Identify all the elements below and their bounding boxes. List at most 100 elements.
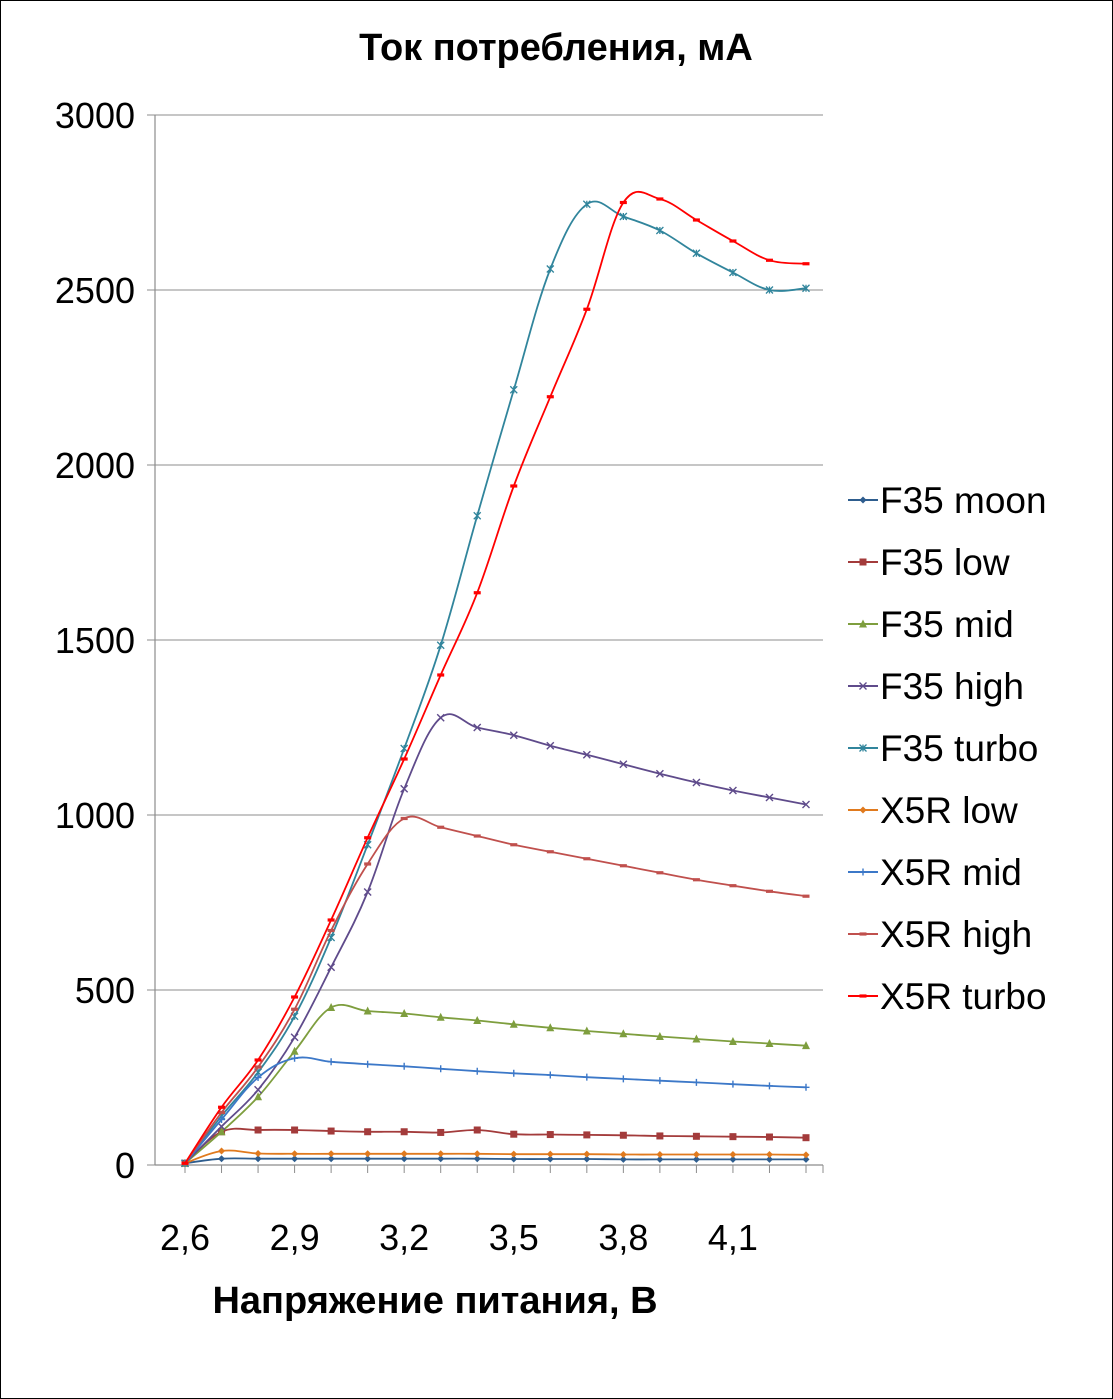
data-point-x5r-turbo (364, 836, 372, 840)
data-point-x5r-mid (583, 1073, 591, 1081)
data-point-x5r-low (583, 1150, 591, 1158)
series-x5r-low (181, 1147, 810, 1167)
series-f35-moon (181, 1155, 810, 1167)
data-point-x5r-turbo (181, 1161, 189, 1165)
legend-item-f35-low: F35 low (848, 542, 1010, 583)
legend-marker-f35-low (859, 558, 867, 566)
data-point-f35-high (217, 1122, 226, 1131)
series-f35-low (181, 1126, 810, 1167)
legend-marker-f35-turbo (859, 744, 867, 752)
legend-label-x5r-high: X5R high (880, 914, 1032, 955)
data-point-x5r-mid (473, 1067, 481, 1075)
data-point-f35-low (400, 1128, 408, 1136)
data-point-f35-mid (327, 1003, 336, 1011)
data-point-f35-moon (692, 1155, 700, 1163)
grid-lines (155, 114, 823, 991)
data-point-x5r-low (473, 1150, 481, 1158)
y-tick-label: 1500 (55, 620, 135, 661)
x-axis-title: Напряжение питания, В (212, 1280, 657, 1322)
legend-label-f35-turbo: F35 turbo (880, 728, 1038, 769)
data-point-x5r-mid (619, 1075, 627, 1083)
data-point-f35-moon (619, 1155, 627, 1163)
legend-label-f35-moon: F35 moon (880, 480, 1047, 521)
legend-label-x5r-low: X5R low (880, 790, 1018, 831)
data-point-x5r-turbo (510, 484, 518, 488)
y-tick-label: 1000 (55, 795, 135, 836)
legend-label-f35-low: F35 low (880, 542, 1010, 583)
data-point-x5r-high (583, 857, 591, 861)
x-tick-label: 4,1 (708, 1217, 758, 1258)
data-point-f35-mid (436, 1012, 445, 1021)
data-point-f35-mid (363, 1006, 372, 1015)
data-point-f35-high (254, 1085, 263, 1094)
data-point-f35-mid (802, 1041, 810, 1050)
data-point-f35-turbo (765, 286, 774, 294)
data-point-x5r-high (254, 1065, 262, 1069)
data-point-x5r-mid (656, 1077, 664, 1085)
legend-marker-x5r-high (859, 932, 867, 936)
data-point-x5r-low (802, 1151, 810, 1159)
data-point-f35-mid (765, 1039, 774, 1048)
data-point-f35-moon (802, 1155, 810, 1163)
data-point-f35-high (619, 760, 628, 769)
data-point-x5r-low (729, 1151, 737, 1158)
data-point-x5r-high (546, 850, 554, 854)
data-point-x5r-turbo (802, 262, 810, 266)
data-point-x5r-turbo (218, 1105, 226, 1109)
legend-label-x5r-turbo: X5R turbo (880, 976, 1047, 1017)
series-line-x5r-low (184, 1149, 807, 1165)
data-point-x5r-turbo (619, 200, 627, 205)
legend-marker-x5r-turbo (859, 994, 867, 998)
data-point-f35-low (802, 1134, 810, 1142)
data-point-f35-moon (583, 1155, 591, 1163)
legend-item-f35-high: F35 high (848, 666, 1024, 707)
data-point-f35-low (692, 1132, 700, 1140)
data-point-f35-low (254, 1126, 262, 1134)
data-point-f35-low (437, 1128, 445, 1136)
data-point-f35-high (546, 741, 555, 750)
data-point-x5r-low (619, 1151, 627, 1158)
data-point-f35-high (436, 713, 445, 722)
data-point-f35-low (765, 1133, 773, 1141)
series-line-f35-moon (184, 1157, 806, 1165)
series-f35-mid (181, 1003, 810, 1167)
data-point-f35-turbo (400, 744, 409, 753)
data-point-f35-mid (619, 1029, 628, 1038)
series-line-x5r-turbo (184, 190, 807, 1164)
data-point-x5r-low (692, 1151, 700, 1158)
data-point-x5r-turbo (473, 591, 481, 595)
data-point-f35-mid (728, 1036, 737, 1045)
data-point-f35-low (656, 1132, 664, 1140)
data-point-f35-low (473, 1126, 481, 1134)
data-point-x5r-high (364, 862, 372, 866)
data-point-f35-moon (364, 1155, 372, 1163)
data-point-x5r-turbo (656, 197, 664, 201)
data-point-f35-turbo (473, 511, 482, 520)
data-point-f35-turbo (619, 212, 628, 221)
data-point-f35-low (619, 1131, 627, 1139)
data-point-x5r-mid (218, 1116, 226, 1123)
data-point-x5r-mid (765, 1082, 773, 1090)
data-point-x5r-high (765, 889, 773, 893)
x-tick-label: 3,2 (379, 1217, 429, 1258)
legend-marker-x5r-low (859, 806, 867, 814)
data-point-f35-mid (400, 1008, 409, 1017)
legend-item-x5r-turbo: X5R turbo (848, 976, 1047, 1017)
legend-marker-x5r-mid (859, 868, 867, 876)
data-point-x5r-turbo (291, 995, 299, 999)
data-point-f35-high (655, 769, 664, 778)
data-point-f35-moon (546, 1155, 554, 1163)
series-group (181, 190, 810, 1168)
data-point-f35-high (473, 723, 482, 732)
data-point-x5r-low (327, 1150, 335, 1158)
data-point-f35-turbo (802, 284, 810, 293)
data-point-f35-high (802, 800, 810, 809)
series-line-f35-high (184, 713, 807, 1164)
data-point-x5r-low (400, 1150, 408, 1158)
y-tick-label: 2000 (55, 445, 135, 486)
data-point-x5r-mid (327, 1058, 335, 1066)
data-point-f35-mid (692, 1034, 701, 1043)
legend-label-f35-high: F35 high (880, 666, 1024, 707)
data-point-x5r-mid (729, 1080, 737, 1088)
